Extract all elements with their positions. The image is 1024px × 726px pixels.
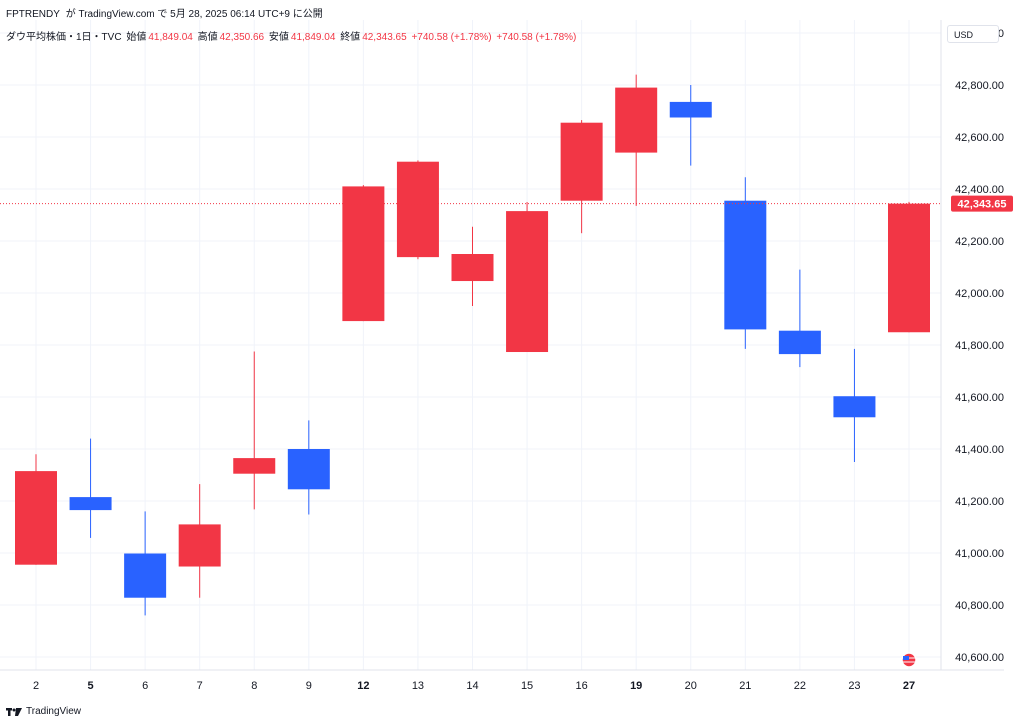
y-tick-label: 41,000.00 bbox=[955, 548, 1004, 560]
x-tick-label: 2 bbox=[33, 680, 39, 692]
candle-body[interactable] bbox=[124, 553, 167, 598]
last-price-value: 42,343.65 bbox=[958, 199, 1007, 211]
candle-body[interactable] bbox=[888, 203, 930, 333]
close-value: 42,343.65 bbox=[362, 32, 407, 43]
x-tick-label: 23 bbox=[848, 680, 860, 692]
close-label: 終値 bbox=[340, 32, 361, 43]
y-tick-label: 41,800.00 bbox=[955, 340, 1004, 352]
x-tick-label: 20 bbox=[685, 680, 697, 692]
high-value: 42,350.66 bbox=[219, 32, 265, 43]
currency-button[interactable]: USD bbox=[947, 25, 999, 43]
open-value: 41,849.04 bbox=[148, 32, 193, 43]
candle-body[interactable] bbox=[506, 211, 549, 353]
candle-body[interactable] bbox=[669, 101, 712, 118]
y-tick-label: 41,400.00 bbox=[955, 444, 1004, 456]
candle-body[interactable] bbox=[287, 449, 330, 490]
x-tick-label: 22 bbox=[794, 680, 806, 692]
candle-body[interactable] bbox=[178, 524, 221, 567]
x-tick-label: 12 bbox=[357, 680, 369, 692]
x-tick-label: 5 bbox=[88, 680, 94, 692]
y-tick-label: 40,800.00 bbox=[955, 600, 1004, 612]
x-tick-label: 16 bbox=[576, 680, 588, 692]
x-tick-label: 6 bbox=[142, 680, 148, 692]
symbol-ohlc-legend: ダウ平均株価・1日・TVC 始値 41,849.04 高値 42,350.66 安値… bbox=[6, 28, 578, 43]
last-price-label: 42,343.65 bbox=[951, 195, 1013, 212]
candle-body[interactable] bbox=[69, 497, 112, 511]
low-label: 安値 bbox=[268, 32, 289, 43]
x-tick-label: 9 bbox=[306, 680, 312, 692]
x-tick-label: 15 bbox=[521, 680, 533, 692]
footer-brand[interactable]: TradingView bbox=[6, 706, 81, 717]
x-tick-label: 14 bbox=[466, 680, 478, 692]
candle-body[interactable] bbox=[15, 471, 57, 565]
high-label: 高値 bbox=[197, 32, 218, 43]
publish-text: が TradingView.com で 5月 28, 2025 06:14 UT… bbox=[65, 9, 323, 20]
low-value: 41,849.04 bbox=[290, 32, 336, 43]
candle-body[interactable] bbox=[833, 396, 876, 418]
candle-body[interactable] bbox=[451, 254, 494, 282]
open-label: 始値 bbox=[126, 32, 147, 43]
candle-body[interactable] bbox=[724, 200, 767, 330]
x-tick-label: 7 bbox=[197, 680, 203, 692]
x-tick-label: 27 bbox=[903, 680, 915, 692]
y-tick-label: 42,600.00 bbox=[955, 132, 1004, 144]
candle-body[interactable] bbox=[396, 161, 439, 258]
publisher-name[interactable]: FPTRENDY bbox=[6, 9, 60, 20]
y-tick-label: 41,600.00 bbox=[955, 392, 1004, 404]
y-tick-label: 42,000.00 bbox=[955, 288, 1004, 300]
time-axis[interactable]: 2 5 6 7 8 9 12 13 14 15 16 19 20 21 22 23 27 bbox=[33, 680, 915, 692]
x-tick-label: 21 bbox=[739, 680, 751, 692]
y-tick-label: 40,600.00 bbox=[955, 652, 1004, 664]
x-tick-label: 13 bbox=[412, 680, 424, 692]
symbol-name[interactable]: ダウ平均株価・1日・TVC bbox=[6, 32, 122, 43]
y-tick-label: 42,800.00 bbox=[955, 80, 1004, 92]
candle-body[interactable] bbox=[342, 186, 385, 322]
us-flag-icon[interactable] bbox=[901, 652, 917, 668]
candle-body[interactable] bbox=[233, 458, 276, 474]
x-tick-label: 8 bbox=[251, 680, 257, 692]
candle-body[interactable] bbox=[615, 87, 658, 153]
change-value-2: +740.58 (+1.78%) bbox=[496, 32, 577, 43]
tradingview-logo-icon bbox=[6, 707, 22, 716]
publish-info: FPTRENDY が TradingView.com で 5月 28, 2025… bbox=[6, 5, 326, 20]
candle-body[interactable] bbox=[560, 122, 603, 201]
footer-brand-text: TradingView bbox=[26, 706, 82, 717]
y-tick-label: 42,200.00 bbox=[955, 236, 1004, 248]
y-tick-label: 42,400.00 bbox=[955, 184, 1004, 196]
price-axis[interactable]: 40,600.00 40,800.00 41,000.00 41,200.00 41,4… bbox=[955, 28, 1004, 664]
candles bbox=[15, 74, 930, 616]
candle-body[interactable] bbox=[778, 330, 821, 355]
x-tick-label: 19 bbox=[630, 680, 642, 692]
change-value: +740.58 (+1.78%) bbox=[411, 32, 492, 43]
y-tick-label: 41,200.00 bbox=[955, 496, 1004, 508]
